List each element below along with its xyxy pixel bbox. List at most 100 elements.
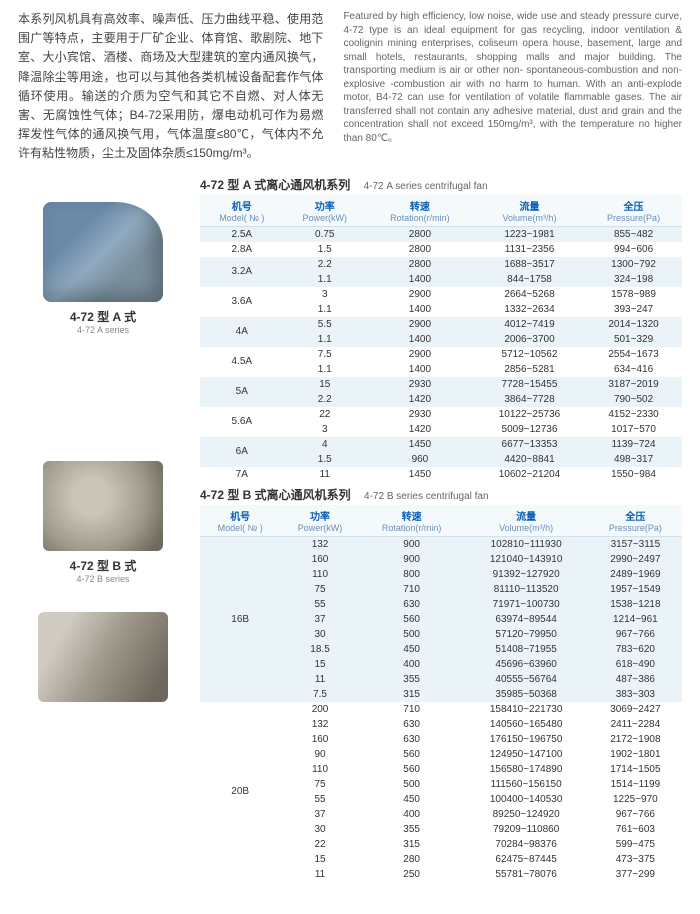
table-b-head: 机号Model( № )功率Power(kW)转速Rotation(r/min)… [200, 505, 682, 537]
cell-value: 15 [284, 377, 366, 392]
cell-value: 1400 [366, 362, 474, 377]
cell-value: 1.1 [284, 362, 366, 377]
cell-value: 100400~140530 [464, 792, 589, 807]
cell-value: 315 [360, 687, 464, 702]
cell-value: 124950~147100 [464, 747, 589, 762]
cell-model: 2.5A [200, 226, 284, 242]
fan-a-caption-en: 4-72 A series [28, 325, 178, 335]
cell-value: 2900 [366, 287, 474, 302]
cell-value: 22 [284, 407, 366, 422]
cell-value: 158410~221730 [464, 702, 589, 717]
cell-value: 37 [280, 807, 359, 822]
table-row: 2.8A1.528001131~2356994~606 [200, 242, 682, 257]
col-header: 全压Pressure(Pa) [585, 195, 682, 227]
col-header: 机号Model( № ) [200, 195, 284, 227]
cell-value: 450 [360, 642, 464, 657]
cell-value: 1578~989 [585, 287, 682, 302]
cell-value: 2172~1908 [589, 732, 682, 747]
cell-value: 1714~1505 [589, 762, 682, 777]
cell-value: 110 [280, 762, 359, 777]
cell-value: 102810~111930 [464, 536, 589, 552]
cell-value: 1688~3517 [474, 257, 585, 272]
fan-b-caption-cn: 4-72 型 B 式 [28, 557, 178, 574]
cell-value: 560 [360, 762, 464, 777]
intro-english: Featured by high efficiency, low noise, … [343, 10, 682, 164]
table-row: 5A1529307728~154553187~2019 [200, 377, 682, 392]
cell-value: 81110~113520 [464, 582, 589, 597]
table-row: 6A414506677~133531139~724 [200, 437, 682, 452]
cell-value: 7728~15455 [474, 377, 585, 392]
cell-value: 1.5 [284, 242, 366, 257]
cell-value: 10602~21204 [474, 467, 585, 482]
cell-value: 315 [360, 837, 464, 852]
cell-value: 11 [280, 672, 359, 687]
cell-value: 1514~1199 [589, 777, 682, 792]
cell-model: 3.2A [200, 257, 284, 287]
cell-value: 855~482 [585, 226, 682, 242]
table-row: 2.5A0.7528001223~1981855~482 [200, 226, 682, 242]
cell-value: 71971~100730 [464, 597, 589, 612]
table-b-title: 4-72 型 B 式离心通风机系列 4-72 B series centrifu… [200, 486, 682, 503]
cell-value: 10122~25736 [474, 407, 585, 422]
cell-value: 1420 [366, 392, 474, 407]
cell-value: 1300~792 [585, 257, 682, 272]
right-column: 4-72 型 A 式离心通风机系列 4-72 A series centrifu… [200, 172, 682, 882]
cell-value: 1.1 [284, 302, 366, 317]
cell-value: 2489~1969 [589, 567, 682, 582]
cell-value: 473~375 [589, 852, 682, 867]
cell-value: 967~766 [589, 627, 682, 642]
cell-value: 500 [360, 777, 464, 792]
cell-value: 560 [360, 747, 464, 762]
table-a-body: 2.5A0.7528001223~1981855~4822.8A1.528001… [200, 226, 682, 482]
cell-value: 110 [280, 567, 359, 582]
cell-value: 55781~78076 [464, 867, 589, 882]
cell-value: 70284~98376 [464, 837, 589, 852]
cell-value: 630 [360, 717, 464, 732]
cell-value: 5.5 [284, 317, 366, 332]
intro-row: 本系列风机具有高效率、噪声低、压力曲线平稳、使用范围广等特点，主要用于厂矿企业、… [18, 10, 682, 164]
cell-value: 11 [280, 867, 359, 882]
fan-b-caption-en: 4-72 B series [28, 574, 178, 584]
cell-value: 55 [280, 597, 359, 612]
cell-value: 1131~2356 [474, 242, 585, 257]
table-b-title-cn: 4-72 型 B 式离心通风机系列 [200, 488, 351, 502]
cell-value: 5009~12736 [474, 422, 585, 437]
cell-value: 599~475 [589, 837, 682, 852]
cell-value: 967~766 [589, 807, 682, 822]
cell-value: 400 [360, 657, 464, 672]
table-a-title-cn: 4-72 型 A 式离心通风机系列 [200, 178, 350, 192]
cell-value: 75 [280, 582, 359, 597]
cell-value: 1.1 [284, 332, 366, 347]
fan-a-caption-cn: 4-72 型 A 式 [28, 308, 178, 325]
cell-value: 5712~10562 [474, 347, 585, 362]
cell-value: 1902~1801 [589, 747, 682, 762]
cell-value: 383~303 [589, 687, 682, 702]
cell-value: 2014~1320 [585, 317, 682, 332]
cell-value: 960 [366, 452, 474, 467]
cell-value: 2900 [366, 317, 474, 332]
col-header: 转速Rotation(r/min) [360, 505, 464, 537]
cell-value: 2554~1673 [585, 347, 682, 362]
cell-value: 783~620 [589, 642, 682, 657]
cell-value: 900 [360, 536, 464, 552]
cell-value: 200 [280, 702, 359, 717]
cell-value: 3 [284, 422, 366, 437]
cell-value: 1400 [366, 272, 474, 287]
fan-a-figure: 4-72 型 A 式 4-72 A series [28, 202, 178, 335]
cell-model: 5A [200, 377, 284, 407]
cell-value: 2900 [366, 347, 474, 362]
cell-value: 90 [280, 747, 359, 762]
cell-model: 4A [200, 317, 284, 347]
cell-value: 761~603 [589, 822, 682, 837]
cell-value: 1139~724 [585, 437, 682, 452]
cell-value: 0.75 [284, 226, 366, 242]
cell-value: 710 [360, 582, 464, 597]
cell-value: 634~416 [585, 362, 682, 377]
cell-value: 35985~50368 [464, 687, 589, 702]
cell-value: 57120~79950 [464, 627, 589, 642]
cell-value: 18.5 [280, 642, 359, 657]
cell-value: 1550~984 [585, 467, 682, 482]
cell-value: 994~606 [585, 242, 682, 257]
cell-value: 1420 [366, 422, 474, 437]
cell-value: 1450 [366, 437, 474, 452]
